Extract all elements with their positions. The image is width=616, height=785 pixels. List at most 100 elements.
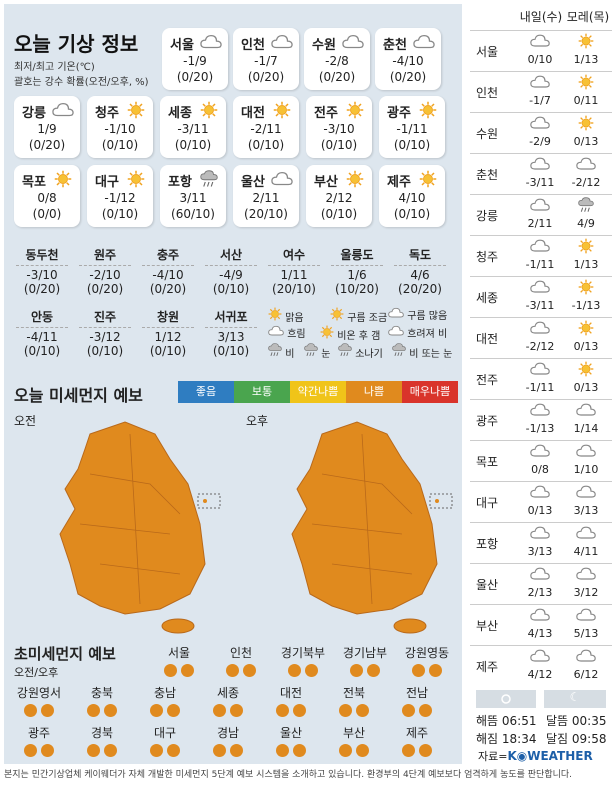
forecast-d2: 4/9 bbox=[577, 217, 595, 230]
divider bbox=[16, 327, 68, 328]
cloud-icon bbox=[576, 648, 596, 664]
forecast-d2: 0/13 bbox=[573, 381, 599, 394]
pm25-pm-dot bbox=[419, 704, 432, 717]
city-card: 강릉 1/9 (0/20) bbox=[14, 96, 80, 158]
pm25-pm-dot bbox=[356, 704, 369, 717]
cloud-rain-icon bbox=[388, 325, 404, 337]
pm25-city-name: 광주 bbox=[27, 726, 51, 740]
pm25-city: 제주 bbox=[390, 724, 444, 757]
city-rain: (0/10) bbox=[101, 138, 139, 152]
forecast-city: 청주 bbox=[476, 250, 499, 264]
cloud-icon bbox=[530, 443, 550, 459]
forecast-row: 포항 3/13 4/11 bbox=[470, 522, 612, 563]
divider bbox=[142, 327, 194, 328]
pm25-dots bbox=[390, 704, 444, 717]
city-icon bbox=[413, 33, 435, 51]
pm25-am-dot bbox=[350, 664, 363, 677]
sun-icon bbox=[125, 101, 147, 119]
forecast-row: 제주 4/12 6/12 bbox=[470, 645, 612, 686]
city-name: 수원 bbox=[312, 38, 336, 53]
forecast-city: 제주 bbox=[476, 660, 499, 674]
city-icon bbox=[344, 101, 366, 119]
pm25-dots bbox=[338, 664, 392, 677]
pm25-city: 대전 bbox=[264, 684, 318, 717]
pm25-city-name: 부산 bbox=[342, 726, 366, 740]
pm25-city: 세종 bbox=[201, 684, 255, 717]
city-rain: (0/20) bbox=[247, 70, 285, 84]
pm25-pm-dot bbox=[230, 744, 243, 757]
legend-shower: 소나기 bbox=[338, 343, 383, 360]
cloud-icon bbox=[530, 156, 550, 172]
city-icon bbox=[200, 33, 222, 51]
pm-level-legend: 좋음 보통 약간나쁨 나쁨 매우나쁨 bbox=[178, 381, 458, 403]
city-name: 원주 bbox=[93, 248, 117, 262]
forecast-d2-icon bbox=[564, 443, 608, 462]
forecast-city: 춘천 bbox=[476, 168, 499, 182]
city-name: 울릉도 bbox=[340, 248, 374, 262]
city-icon bbox=[52, 101, 74, 119]
forecast-row: 목포 0/8 1/10 bbox=[470, 440, 612, 481]
city-name: 진주 bbox=[93, 310, 117, 324]
forecast-d1: -1/11 bbox=[525, 258, 555, 271]
city-temp: -2/8 bbox=[325, 54, 349, 68]
pm25-am-dot bbox=[87, 744, 100, 757]
shower-icon bbox=[338, 343, 352, 357]
city-cell: 서산 -4/9 (0/10) bbox=[201, 246, 261, 296]
forecast-d2: 1/13 bbox=[573, 258, 599, 271]
cloud-icon bbox=[530, 484, 550, 500]
pm25-title: 초미세먼지 예보 bbox=[14, 645, 116, 663]
forecast-d2-icon bbox=[564, 607, 608, 626]
city-icon bbox=[198, 170, 220, 188]
forecast-d2: 3/12 bbox=[573, 586, 599, 599]
sun-icon bbox=[417, 101, 439, 119]
cloud-icon bbox=[576, 607, 596, 623]
pm25-dots bbox=[12, 744, 66, 757]
pm25-city-name: 경기북부 bbox=[280, 646, 326, 660]
cloud-icon bbox=[530, 402, 550, 418]
cloud-icon bbox=[530, 197, 550, 213]
forecast-row: 서울 0/10 1/13 bbox=[470, 30, 612, 71]
divider bbox=[79, 327, 131, 328]
moonset: 달짐 09:58 bbox=[546, 732, 607, 746]
cloud-icon bbox=[530, 115, 550, 131]
forecast-d1-icon bbox=[518, 156, 562, 175]
forecast-row: 대구 0/13 3/13 bbox=[470, 481, 612, 522]
cloud-icon bbox=[530, 361, 550, 377]
forecast-d2: 4/11 bbox=[573, 545, 599, 558]
legend-cloudy: 흐림 bbox=[268, 325, 306, 340]
forecast-d2: 1/13 bbox=[573, 53, 599, 66]
pm25-pm-dot bbox=[167, 704, 180, 717]
city-rain: (0/0) bbox=[32, 207, 62, 221]
city-icon bbox=[198, 101, 220, 119]
pm25-city: 서울 bbox=[152, 644, 206, 677]
pm25-city: 충남 bbox=[138, 684, 192, 717]
city-temp: 1/9 bbox=[37, 122, 57, 136]
city-card: 울산 2/11 (20/10) bbox=[233, 165, 299, 227]
pm25-dots bbox=[214, 664, 268, 677]
legend-clear-after-rain-label: 비온 후 갬 bbox=[337, 331, 381, 342]
city-rain: (0/10) bbox=[86, 344, 124, 358]
forecast-row: 춘천 -3/11 -2/12 bbox=[470, 153, 612, 194]
forecast-d1-icon bbox=[518, 74, 562, 93]
forecast-city: 대구 bbox=[476, 496, 499, 510]
forecast-d1-icon bbox=[518, 33, 562, 52]
forecast-d2-icon bbox=[564, 74, 608, 93]
city-card: 대구 -1/12 (0/10) bbox=[87, 165, 153, 227]
city-temp: -3/11 bbox=[177, 122, 209, 136]
city-temp: 4/6 bbox=[410, 268, 430, 282]
pm25-pm-dot bbox=[305, 664, 318, 677]
city-rain: (0/10) bbox=[393, 207, 431, 221]
pm25-am-dot bbox=[412, 664, 425, 677]
city-name: 제주 bbox=[387, 175, 411, 190]
forecast-city: 포항 bbox=[476, 537, 499, 551]
pm25-city-name: 제주 bbox=[405, 726, 429, 740]
forecast-d2-icon bbox=[564, 33, 608, 52]
forecast-d2-icon bbox=[564, 197, 608, 216]
city-rain: (0/20) bbox=[28, 138, 66, 152]
city-temp: -1/9 bbox=[183, 54, 207, 68]
cloud-icon bbox=[576, 402, 596, 418]
cloud-icon bbox=[268, 325, 284, 337]
city-temp: -3/10 bbox=[323, 122, 355, 136]
sun-icon bbox=[576, 115, 596, 131]
cloud-icon bbox=[530, 566, 550, 582]
